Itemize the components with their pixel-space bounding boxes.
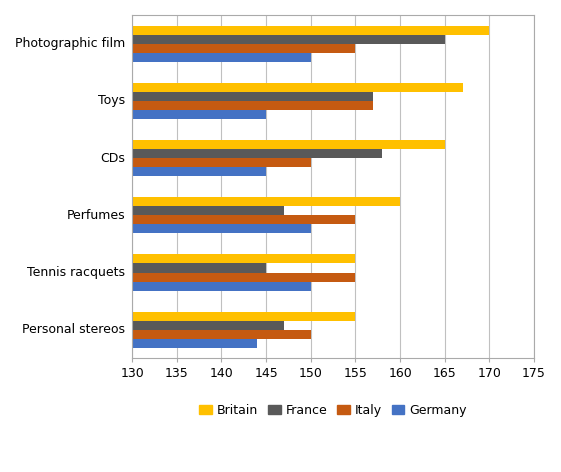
Bar (132, 83, 463, 92)
Bar (132, 197, 400, 206)
Bar (132, 206, 284, 215)
Bar (132, 43, 356, 53)
Bar (132, 53, 311, 62)
Bar (132, 272, 356, 282)
Bar (132, 25, 489, 34)
Bar (132, 282, 311, 291)
Bar (132, 254, 356, 263)
Bar (132, 149, 382, 158)
Bar (132, 330, 311, 339)
Bar (132, 312, 356, 320)
Bar (132, 92, 373, 101)
Bar (132, 101, 373, 110)
Bar (132, 320, 284, 330)
Bar (132, 263, 266, 272)
Bar (132, 215, 356, 224)
Bar (132, 158, 311, 167)
Bar (132, 140, 445, 149)
Bar (132, 110, 266, 119)
Bar (132, 34, 445, 43)
Bar (132, 339, 257, 348)
Legend: Britain, France, Italy, Germany: Britain, France, Italy, Germany (194, 399, 472, 422)
Bar (132, 224, 311, 233)
Bar (132, 167, 266, 176)
